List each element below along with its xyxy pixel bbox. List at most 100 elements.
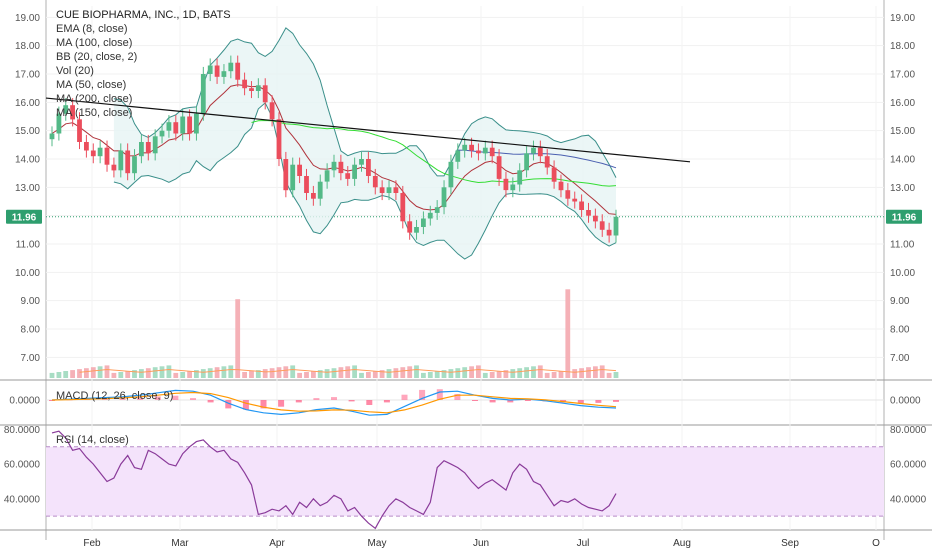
month-label: Feb <box>83 538 101 549</box>
volume-bar <box>221 366 227 378</box>
price-tick-right: 18.00 <box>890 41 915 52</box>
candle-body <box>579 201 584 210</box>
volume-bar <box>366 372 371 378</box>
volume-bar <box>269 368 275 378</box>
last-price-label-right: 11.96 <box>892 212 917 223</box>
price-tick-left: 13.00 <box>15 183 40 194</box>
price-tick-left: 19.00 <box>15 13 40 24</box>
volume-bar <box>132 370 137 378</box>
macd-histogram-bar <box>172 395 179 400</box>
volume-bar <box>331 368 337 378</box>
volume-bar <box>77 369 82 378</box>
volume-bar <box>173 372 179 378</box>
volume-bar <box>84 368 89 378</box>
candle-body <box>537 147 543 157</box>
candle-body <box>345 173 351 179</box>
rsi-tick-right: 60.0000 <box>890 460 927 471</box>
volume-bar <box>276 367 282 378</box>
volume-bar <box>207 368 213 378</box>
price-tick-left: 14.00 <box>15 155 40 166</box>
volume-bar <box>304 372 309 378</box>
candle-body <box>599 221 605 230</box>
candle-body <box>462 144 468 151</box>
candle-body <box>235 62 241 80</box>
volume-bar <box>434 371 440 378</box>
candle-body <box>159 130 165 137</box>
last-price-badge-left <box>6 209 42 224</box>
candlesticks <box>49 55 619 243</box>
macd-histogram-bar <box>348 400 355 402</box>
volume-bar <box>531 366 536 378</box>
candle-body <box>228 62 234 72</box>
candle-body <box>276 119 282 159</box>
volume-bar <box>194 370 199 378</box>
volume-bar <box>235 299 241 378</box>
candle-body <box>249 88 254 91</box>
candle-body <box>200 74 206 114</box>
volume-bars <box>49 289 619 378</box>
volume-bar <box>111 372 117 378</box>
month-label: Mar <box>171 538 189 549</box>
candle-body <box>125 150 131 174</box>
candle-body <box>132 156 137 174</box>
macd-histogram-bar <box>242 400 249 410</box>
candle-body <box>207 65 213 74</box>
volume-bar <box>586 367 591 378</box>
volume-bar <box>125 371 131 378</box>
candle-body <box>482 147 488 154</box>
macd-tick-left: 0.0000 <box>9 396 40 407</box>
candle-body <box>283 159 289 191</box>
candle-body <box>70 105 75 120</box>
candle-body <box>97 147 103 157</box>
volume-bar <box>510 369 516 378</box>
volume-bar <box>496 371 502 378</box>
bb-fill <box>113 27 617 260</box>
price-tick-left: 9.00 <box>21 296 41 307</box>
volume-bar <box>228 365 234 378</box>
volume-bar <box>297 372 302 378</box>
macd-histogram-bar <box>207 400 214 403</box>
volume-bar <box>359 372 364 378</box>
candle-body <box>489 147 495 157</box>
indicator-ema-label: EMA (8, close) <box>56 23 128 35</box>
volume-bar <box>255 370 261 378</box>
price-tick-right: 11.00 <box>890 240 915 251</box>
candle-body <box>427 212 433 219</box>
month-label: Jun <box>473 538 489 549</box>
candle-body <box>56 113 62 134</box>
rsi-series-line <box>51 430 617 530</box>
candle-body <box>524 153 529 171</box>
month-label: Aug <box>673 538 691 549</box>
candle-body <box>311 193 316 199</box>
volume-bar <box>97 366 103 378</box>
candle-body <box>317 181 323 199</box>
macd-histogram-bar <box>154 396 161 400</box>
volume-ma-line <box>79 368 617 373</box>
macd-tick-right: 0.0000 <box>890 396 921 407</box>
volume-bar <box>70 370 75 378</box>
candle-body <box>496 156 502 179</box>
candle-body <box>606 229 612 236</box>
price-tick-left: 18.00 <box>15 41 40 52</box>
macd-histogram-bar <box>313 398 320 400</box>
candle-body <box>290 164 296 191</box>
volume-bar <box>352 365 357 378</box>
indicator-ma50-label: MA (50, close) <box>56 79 126 91</box>
price-tick-right: 13.00 <box>890 183 915 194</box>
volume-bar <box>414 365 419 378</box>
volume-bar <box>599 365 605 378</box>
macd-histogram-bar <box>613 400 619 402</box>
macd-histogram-bar <box>331 397 337 400</box>
volume-bar <box>56 372 62 378</box>
rsi-line <box>51 430 617 530</box>
trendline-layer <box>45 97 691 163</box>
candle-body <box>173 122 179 134</box>
volume-bar <box>462 367 468 378</box>
candle-body <box>407 221 413 233</box>
rsi-band-layer <box>46 446 884 517</box>
candle-body <box>510 184 516 191</box>
price-tick-right: 10.00 <box>890 268 915 279</box>
volume-bar <box>290 365 296 378</box>
volume-bar <box>551 372 557 378</box>
price-tick-right: 17.00 <box>890 70 915 81</box>
